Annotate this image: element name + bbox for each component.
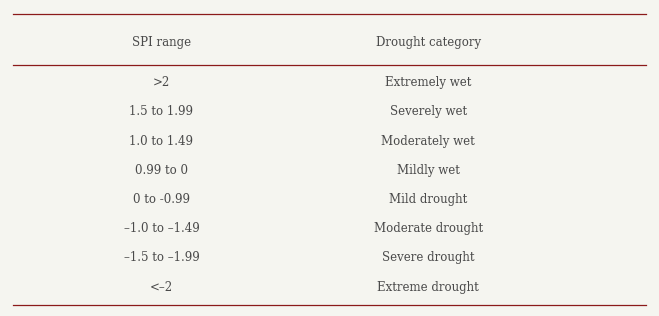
Text: 0 to -0.99: 0 to -0.99 bbox=[133, 193, 190, 206]
Text: Mild drought: Mild drought bbox=[389, 193, 467, 206]
Text: Severely wet: Severely wet bbox=[389, 105, 467, 118]
Text: 1.0 to 1.49: 1.0 to 1.49 bbox=[129, 135, 194, 148]
Text: Mildly wet: Mildly wet bbox=[397, 164, 460, 177]
Text: 1.5 to 1.99: 1.5 to 1.99 bbox=[129, 105, 194, 118]
Text: Moderately wet: Moderately wet bbox=[382, 135, 475, 148]
Text: >2: >2 bbox=[153, 76, 170, 89]
Text: SPI range: SPI range bbox=[132, 36, 191, 49]
Text: Moderate drought: Moderate drought bbox=[374, 222, 483, 235]
Text: –1.5 to –1.99: –1.5 to –1.99 bbox=[124, 252, 199, 264]
Text: 0.99 to 0: 0.99 to 0 bbox=[135, 164, 188, 177]
Text: Extreme drought: Extreme drought bbox=[378, 281, 479, 294]
Text: Severe drought: Severe drought bbox=[382, 252, 474, 264]
Text: –1.0 to –1.49: –1.0 to –1.49 bbox=[124, 222, 199, 235]
Text: Drought category: Drought category bbox=[376, 36, 481, 49]
Text: Extremely wet: Extremely wet bbox=[385, 76, 472, 89]
Text: <–2: <–2 bbox=[150, 281, 173, 294]
